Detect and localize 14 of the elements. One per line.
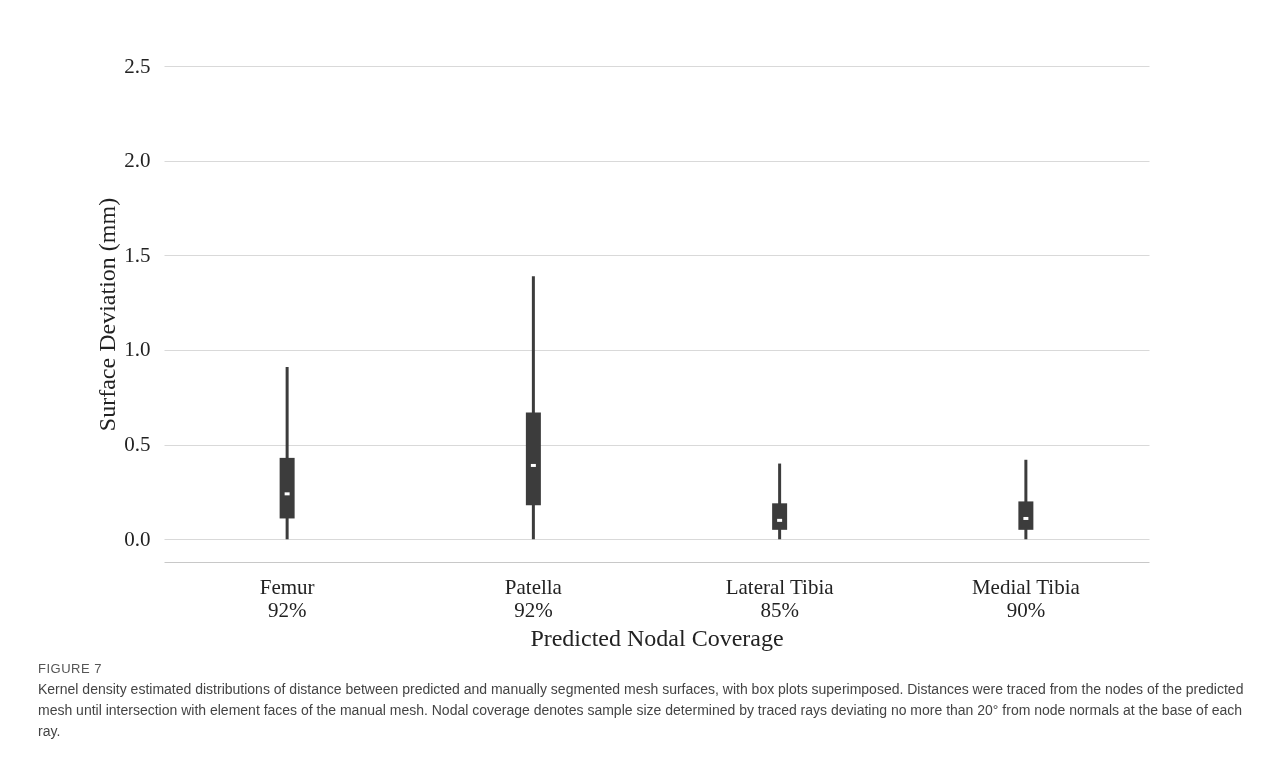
- y-axis-title: Surface Deviation (mm): [94, 197, 121, 432]
- x-tick-label: Femur 92%: [259, 574, 315, 622]
- x-tick-label: Medial Tibia 90%: [971, 574, 1081, 622]
- text: Kernel density estimated distributions of distance between predicted and manually segmented mesh surfaces, with box plots superimposed. Distances were traced from the nodes of the predicted mesh until intersection with element faces of the manual mesh. Nodal coverage denotes sample size determined by traced rays deviating no more than 20° from node normals at the base of each ray.: [38, 680, 1245, 741]
- x-tick-label: Patella 92%: [504, 574, 563, 622]
- y-tick-label: 2.5: [124, 53, 151, 78]
- y-tick-label: 1.5: [124, 242, 151, 267]
- x-tick-label: Lateral Tibia 85%: [725, 574, 835, 622]
- y-tick-label: 1.0: [124, 337, 151, 362]
- y-tick-label: 2.0: [124, 148, 151, 173]
- y-tick-label: 0.5: [124, 432, 151, 457]
- y-tick-label: 0.0: [124, 526, 151, 551]
- x-axis-title: Predicted Nodal Coverage: [530, 624, 784, 651]
- caption: FIGURE 7: [38, 660, 103, 678]
